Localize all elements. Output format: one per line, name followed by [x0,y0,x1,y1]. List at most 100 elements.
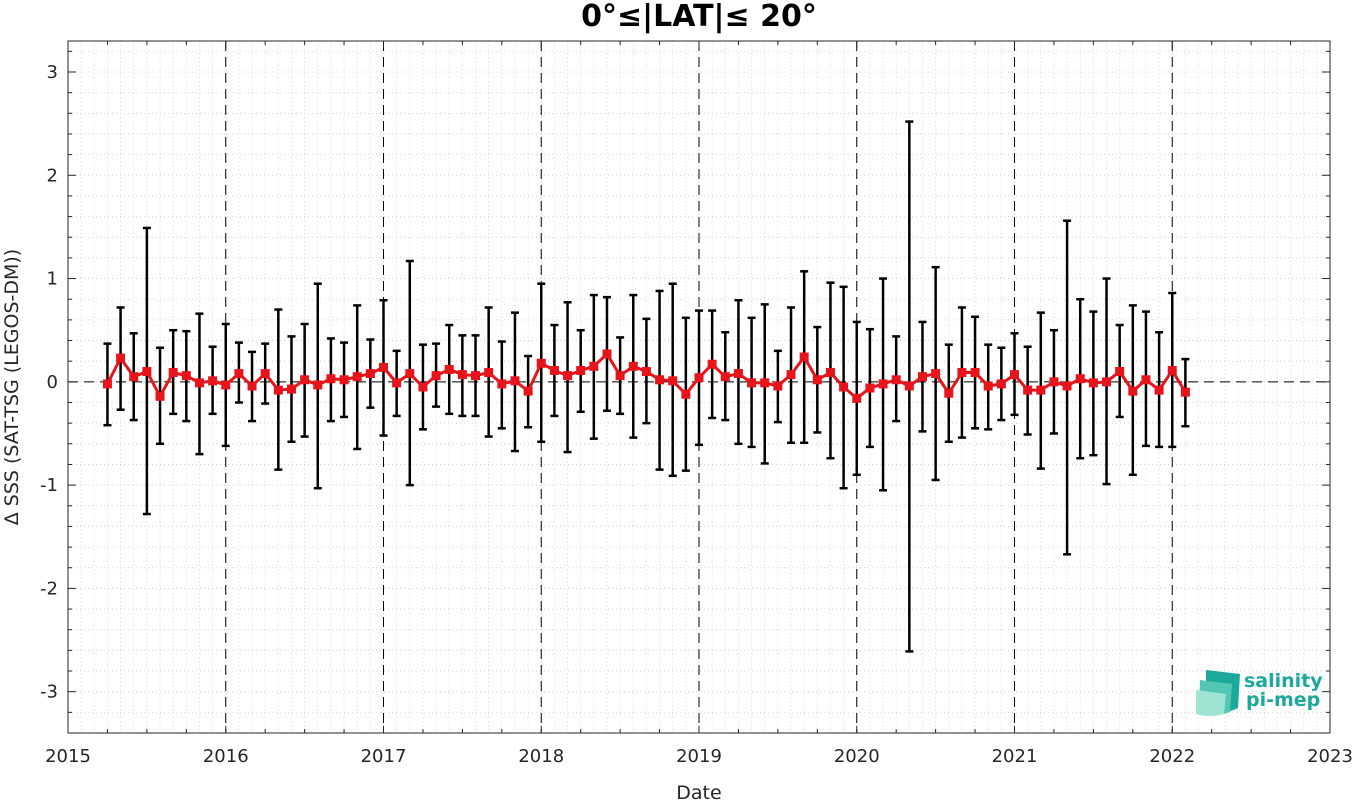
wave-icon [1196,670,1240,716]
data-point-marker [1049,377,1059,387]
x-tick-label: 2019 [676,746,722,767]
data-point-marker [760,378,770,388]
data-point-marker [1154,385,1164,395]
data-point-marker [392,378,402,388]
y-tick-label: 1 [47,269,58,290]
x-tick-label: 2016 [203,746,249,767]
y-tick-label: 0 [47,372,58,393]
data-point-marker [878,379,888,389]
data-point-marker [799,352,809,362]
y-tick-label: -2 [40,578,58,599]
data-point-marker [497,379,507,389]
data-point-marker [983,381,993,391]
data-point-marker [155,391,165,401]
x-tick-label: 2023 [1307,746,1353,767]
data-point-marker [181,371,191,381]
x-tick-label: 2020 [834,746,880,767]
data-point-marker [405,369,415,379]
data-point-marker [379,362,388,372]
y-tick-label: -1 [40,475,58,496]
data-point-marker [655,375,665,385]
ticklabels-layer: 2015 2016 2017 2018 2019 2020 2021 2022 2023 -3 -2… [40,62,1353,767]
data-point-marker [168,368,178,378]
data-point-marker [957,368,967,378]
data-point-marker [102,379,112,389]
data-point-marker [996,379,1006,389]
data-point-marker [221,380,231,390]
data-point-marker [891,375,901,385]
data-point-marker [273,385,283,395]
data-point-marker [234,369,244,379]
data-point-marker [484,368,494,378]
data-point-marker [1036,385,1046,395]
data-point-marker [1180,387,1190,397]
data-point-marker [720,372,730,382]
data-point-marker [602,349,612,359]
x-tick-label: 2022 [1149,746,1195,767]
data-point-marker [549,365,559,375]
data-point-marker [681,389,691,399]
data-point-marker [471,371,481,381]
data-point-marker [142,367,152,377]
x-tick-label: 2017 [361,746,407,767]
data-point-marker [865,383,875,393]
data-point-marker [444,364,454,374]
x-tick-label: 2015 [45,746,91,767]
data-point-marker [352,372,362,382]
data-point-marker [970,368,980,378]
data-point-marker [1062,381,1072,391]
y-axis-label: Δ SSS (SAT-TSG (LEGOS-DM)) [1,249,23,525]
data-point-marker [457,370,467,380]
data-point-marker [1102,377,1112,387]
x-tick-label: 2018 [518,746,564,767]
logo-line2: pi-mep [1246,689,1320,711]
data-point-marker [852,393,862,403]
data-point-marker [668,376,678,386]
data-point-marker [1010,370,1019,380]
ticks-layer [67,41,1331,734]
data-point-marker [313,380,323,390]
data-point-marker [786,370,796,380]
data-point-marker [917,372,927,382]
data-point-marker [510,376,520,386]
data-point-marker [116,353,126,363]
data-point-marker [825,368,835,378]
data-point-marker [523,386,533,396]
data-point-marker [563,371,573,381]
data-point-marker [628,361,638,371]
data-point-marker [286,384,296,394]
data-point-marker [589,361,599,371]
data-point-marker [300,375,310,385]
logo-line1: salinity [1244,670,1323,692]
data-point-marker [1075,374,1085,384]
data-point-marker [326,374,336,384]
y-tick-label: 2 [47,165,58,186]
data-point-marker [1023,385,1033,395]
data-point-marker [931,369,941,379]
data-point-marker [1141,375,1151,385]
data-point-marker [365,369,375,379]
salinity-pimep-logo: salinity pi-mep [1196,670,1323,716]
data-point-marker [1128,386,1138,396]
data-point-marker [576,365,586,375]
y-tick-label: 3 [47,62,58,83]
data-point-marker [260,369,270,379]
data-point-marker [747,378,757,388]
data-point-marker [129,372,139,382]
data-point-marker [904,381,914,391]
data-point-marker [431,371,441,381]
data-point-marker [707,359,717,369]
data-point-marker [194,378,204,388]
data-point-marker [694,373,704,383]
grid-layer [68,41,1330,734]
data-point-marker [418,382,428,392]
data-point-marker [733,369,743,379]
data-point-marker [773,381,783,391]
data-point-marker [247,381,257,391]
data-point-marker [641,367,651,377]
data-point-marker [1115,367,1125,377]
data-point-marker [536,358,546,368]
data-point-marker [839,382,849,392]
x-axis-label: Date [676,782,721,801]
data-point-marker [1088,378,1098,388]
